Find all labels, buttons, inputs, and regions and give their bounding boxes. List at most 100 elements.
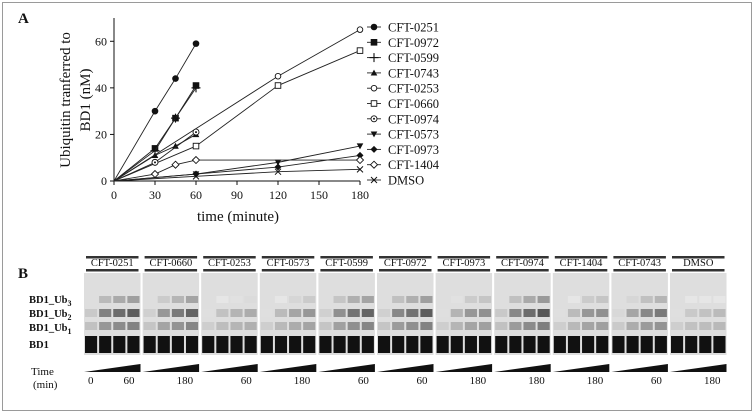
data-point xyxy=(356,166,364,173)
ub-band xyxy=(303,296,316,303)
legend-item: CFT-0973 xyxy=(367,143,439,157)
series-cft-0599 xyxy=(113,83,201,182)
ub-band xyxy=(113,296,126,303)
time-end-label: 60 xyxy=(651,375,663,387)
data-point xyxy=(171,113,180,123)
bd1-band xyxy=(596,336,609,353)
bd1-band xyxy=(626,336,639,353)
data-point xyxy=(172,75,179,82)
x-tick-label: 30 xyxy=(149,188,161,202)
bd1-band xyxy=(289,336,302,353)
data-point xyxy=(151,158,159,166)
lane-label: CFT-0253 xyxy=(208,258,251,269)
panel-a-letter: A xyxy=(18,11,29,27)
ub-band xyxy=(185,322,199,330)
bd1-band xyxy=(171,336,184,353)
y-tick-label: 0 xyxy=(101,174,107,188)
bd1-band xyxy=(99,336,112,353)
ub-band xyxy=(567,309,581,317)
ub-band xyxy=(685,296,698,303)
ub-band xyxy=(464,309,477,317)
bd1-band xyxy=(567,336,581,353)
ub-band xyxy=(699,322,712,330)
ub-band xyxy=(713,309,726,317)
data-point xyxy=(274,168,282,176)
ub-band xyxy=(244,296,257,303)
bd1-band xyxy=(361,336,374,353)
bd1-band xyxy=(523,336,536,353)
time-label: Time xyxy=(31,366,54,378)
ub-band xyxy=(289,296,302,303)
panel-b-letter: B xyxy=(18,266,28,282)
lane-label: CFT-1404 xyxy=(560,258,604,269)
series-cft-0974 xyxy=(113,128,200,182)
x-axis-title: time (minute) xyxy=(197,209,279,225)
ub-band xyxy=(478,322,492,330)
gel-panel-cft-0251: CFT-0251 0 60 xyxy=(84,256,141,387)
data-point xyxy=(192,142,200,150)
legend-label: CFT-0599 xyxy=(388,51,439,65)
legend-label: CFT-0251 xyxy=(388,21,439,35)
legend-marker xyxy=(370,39,378,46)
series-cft-0972 xyxy=(113,82,200,182)
lane-bar xyxy=(672,269,725,272)
time-wedge xyxy=(377,364,434,372)
bd1-band xyxy=(436,336,449,353)
legend-item: CFT-0743 xyxy=(367,66,439,80)
ub-band xyxy=(654,296,667,303)
legend-item: CFT-0599 xyxy=(367,51,439,65)
ub-band xyxy=(596,322,609,330)
legend-label: CFT-1404 xyxy=(388,158,440,172)
bd1-band xyxy=(392,336,405,353)
bd1-band xyxy=(185,336,199,353)
gel-panel-cft-0573: CFT-0573 180 xyxy=(259,256,317,387)
lane-bar xyxy=(379,256,432,259)
data-point xyxy=(192,172,200,180)
x-tick-label: 0 xyxy=(111,188,117,202)
ub-band xyxy=(640,322,653,330)
ub-band xyxy=(347,322,360,330)
ub-band xyxy=(596,309,609,317)
ub-band xyxy=(127,309,140,317)
ub-band xyxy=(567,322,581,330)
ub-band xyxy=(230,309,243,317)
lane-label: CFT-0743 xyxy=(618,258,661,269)
data-point xyxy=(356,143,364,150)
ub-band xyxy=(230,322,243,330)
lane-bar xyxy=(261,269,315,272)
ub-band xyxy=(436,322,449,330)
lane-label: DMSO xyxy=(683,258,714,269)
ub-band xyxy=(202,322,215,330)
ub-band xyxy=(85,309,98,317)
time-end-label: 60 xyxy=(417,375,429,387)
data-point xyxy=(356,26,364,33)
ub-band xyxy=(157,322,170,330)
bd1-band xyxy=(464,336,477,353)
ub-band xyxy=(612,309,625,317)
legend-marker xyxy=(370,131,378,138)
ub-band xyxy=(347,309,360,317)
series-line xyxy=(113,87,197,182)
legend-label: CFT-0973 xyxy=(388,143,439,157)
ub-band xyxy=(378,309,391,317)
ub-band xyxy=(392,322,405,330)
time-end-label: 180 xyxy=(587,375,604,387)
band-labels: BD1_Ub3 BD1_Ub2 BD1_Ub1 BD1 xyxy=(29,295,72,351)
data-point xyxy=(274,163,282,171)
series-dmso xyxy=(113,166,364,182)
ub-band xyxy=(478,309,492,317)
ub-band xyxy=(378,322,391,330)
ub-band xyxy=(244,309,257,317)
series-cft-1404 xyxy=(113,155,365,182)
ub-band xyxy=(143,309,156,317)
legend-marker xyxy=(369,160,379,169)
data-point xyxy=(191,155,201,165)
ub-band xyxy=(127,322,140,330)
series-line xyxy=(113,43,197,182)
ub-band xyxy=(713,322,726,330)
ub-band xyxy=(406,309,419,317)
ub-band xyxy=(596,296,609,303)
legend-marker xyxy=(370,69,378,76)
lane-label: CFT-0660 xyxy=(149,258,192,269)
